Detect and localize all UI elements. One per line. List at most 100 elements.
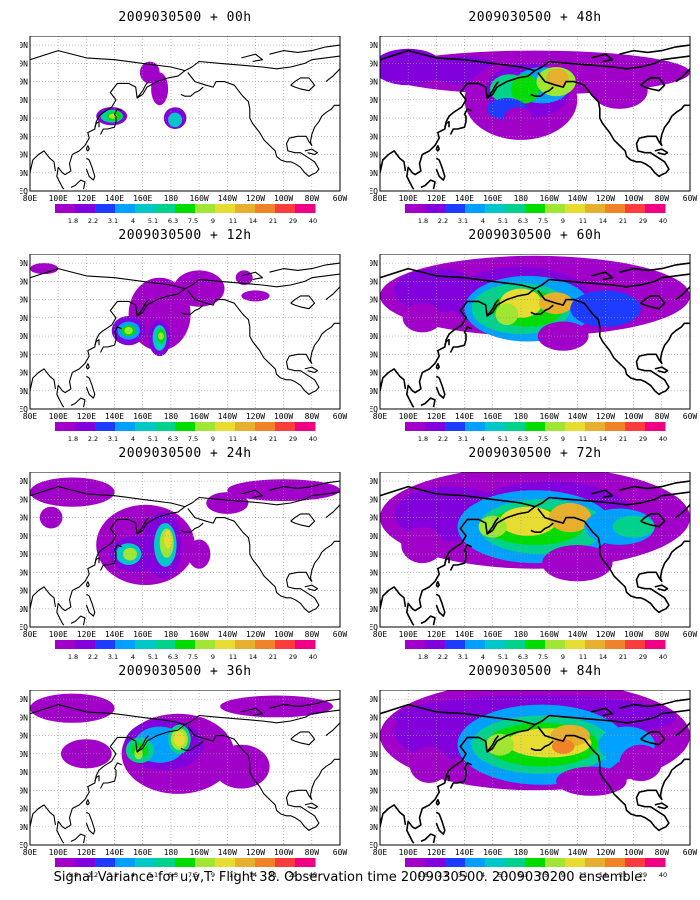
colorbar-swatch	[115, 640, 136, 649]
coastline	[530, 86, 554, 97]
lon-label: 160W	[189, 630, 208, 639]
coastline	[180, 304, 204, 315]
colorbar-label: 3.1	[108, 653, 118, 661]
colorbar-swatch	[155, 204, 176, 213]
lat-label: 20N	[20, 369, 28, 378]
lon-label: 60W	[683, 848, 698, 857]
lat-label: 70N	[370, 277, 378, 286]
coastline	[435, 375, 446, 399]
lon-label: 120E	[427, 194, 446, 203]
lon-label: 80W	[655, 848, 670, 857]
variance-contour	[124, 327, 133, 335]
coastline	[325, 504, 340, 519]
colorbar-label: 29	[289, 871, 297, 879]
lon-label: 100E	[49, 412, 68, 421]
lon-label: 100E	[399, 412, 418, 421]
colorbar-swatch	[255, 422, 276, 431]
colorbar-swatch	[295, 422, 316, 431]
coastline	[449, 326, 472, 353]
colorbar-label: 21	[619, 217, 627, 225]
colorbar-swatch	[55, 204, 76, 213]
lon-label: 140W	[568, 848, 587, 857]
colorbar-label: 9	[211, 653, 215, 661]
variance-contour	[206, 492, 249, 514]
colorbar-swatch	[525, 858, 546, 867]
coastline	[420, 833, 436, 844]
colorbar-swatch	[275, 422, 296, 431]
coastline	[444, 774, 450, 782]
colorbar-label: 40	[309, 871, 317, 879]
colorbar-swatch	[545, 204, 566, 213]
colorbar-label: 7.5	[538, 653, 548, 661]
colorbar-swatch	[465, 422, 486, 431]
colorbar-label: 21	[619, 435, 627, 443]
lon-label: 120W	[246, 194, 265, 203]
coastline	[654, 148, 669, 156]
variance-contour	[139, 61, 160, 84]
colorbar-label: 14	[249, 217, 257, 225]
coastline	[184, 273, 340, 290]
colorbar-label: 2.2	[88, 217, 98, 225]
colorbar-swatch	[195, 422, 216, 431]
coastline	[435, 811, 446, 835]
colorbar-label: 14	[599, 653, 607, 661]
colorbar-label: 3.1	[458, 217, 468, 225]
variance-contour	[401, 526, 444, 564]
variance-contour	[163, 530, 173, 549]
colorbar-label: 5.1	[148, 217, 158, 225]
colorbar-swatch	[215, 858, 236, 867]
colorbar-swatch	[255, 640, 276, 649]
colorbar-label: 9	[211, 217, 215, 225]
lat-label: EQ	[370, 841, 378, 850]
lon-label: 160W	[539, 412, 558, 421]
lon-label: 80W	[655, 630, 670, 639]
panel-title: 2009030500 + 12h	[118, 228, 252, 243]
colorbar-label: 11	[579, 653, 587, 661]
colorbar-label: 7.5	[188, 435, 198, 443]
colorbar-swatch	[465, 204, 486, 213]
colorbar-label: 29	[289, 217, 297, 225]
colorbar-swatch	[405, 858, 426, 867]
colorbar-swatch	[425, 640, 446, 649]
colorbar-label: 9	[561, 653, 565, 661]
coastline	[290, 77, 316, 92]
colorbar-swatch	[235, 422, 256, 431]
colorbar-label: 3.1	[458, 435, 468, 443]
colorbar-label: 7.5	[188, 653, 198, 661]
coastline	[537, 508, 663, 614]
lat-label: 20N	[370, 805, 378, 814]
colorbar-swatch	[295, 858, 316, 867]
colorbar-swatch	[75, 858, 96, 867]
colorbar-label: 3.1	[108, 871, 118, 879]
coastline	[325, 286, 340, 301]
coastline	[136, 735, 149, 753]
colorbar-swatch	[445, 640, 466, 649]
colorbar-label: 2.2	[438, 871, 448, 879]
coastline	[100, 108, 122, 135]
colorbar-label: 14	[599, 435, 607, 443]
lat-label: 50N	[370, 532, 378, 541]
colorbar-label: 11	[229, 653, 237, 661]
colorbar-label: 5.1	[498, 217, 508, 225]
lon-label: 120W	[246, 630, 265, 639]
colorbar-swatch	[485, 204, 506, 213]
lat-label: 40N	[20, 114, 28, 123]
lon-label: 160W	[539, 848, 558, 857]
lon-label: 160E	[133, 848, 152, 857]
lon-label: 80E	[23, 412, 38, 421]
lon-label: 120W	[246, 412, 265, 421]
colorbar-swatch	[275, 204, 296, 213]
colorbar-label: 11	[229, 871, 237, 879]
colorbar-swatch	[135, 422, 156, 431]
coastline	[241, 53, 264, 63]
colorbar-swatch	[525, 204, 546, 213]
coastline	[85, 375, 96, 399]
lat-label: 70N	[370, 495, 378, 504]
colorbar-swatch	[565, 204, 586, 213]
colorbar-label: 1.8	[68, 871, 78, 879]
variance-contour	[173, 731, 185, 747]
colorbar-label: 9	[561, 217, 565, 225]
colorbar-label: 6.3	[168, 653, 178, 661]
colorbar-label: 6.3	[518, 653, 528, 661]
